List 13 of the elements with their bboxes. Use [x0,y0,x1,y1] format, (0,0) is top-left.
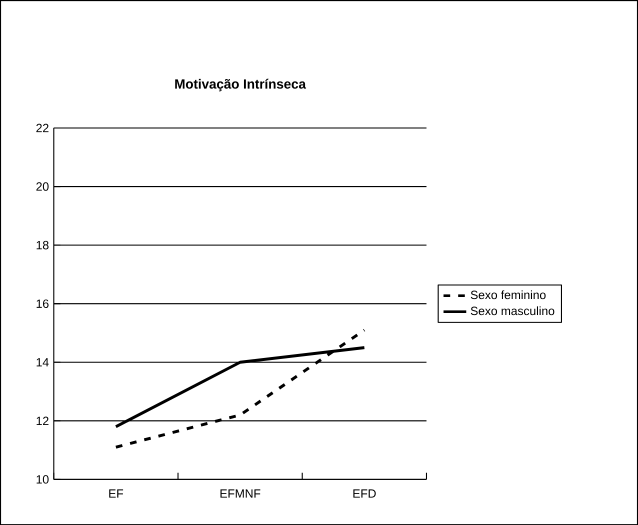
y-tick-label: 18 [36,240,49,250]
x-tick-label: EFD [353,489,376,498]
legend-label: Sexo feminino [470,290,546,300]
y-tick-label: 10 [36,475,49,484]
y-tick-label: 22 [36,124,48,132]
x-tick-label: EF [109,489,124,498]
y-tick-label: 16 [36,299,49,308]
legend-label: Sexo masculino [470,306,554,316]
y-tick-label: 14 [36,358,49,366]
chart-title: Motivação Intrínseca [175,78,306,92]
y-tick-label: 20 [36,182,49,191]
y-tick-label: 12 [36,416,48,425]
x-tick-label: EFMNF [220,489,260,498]
